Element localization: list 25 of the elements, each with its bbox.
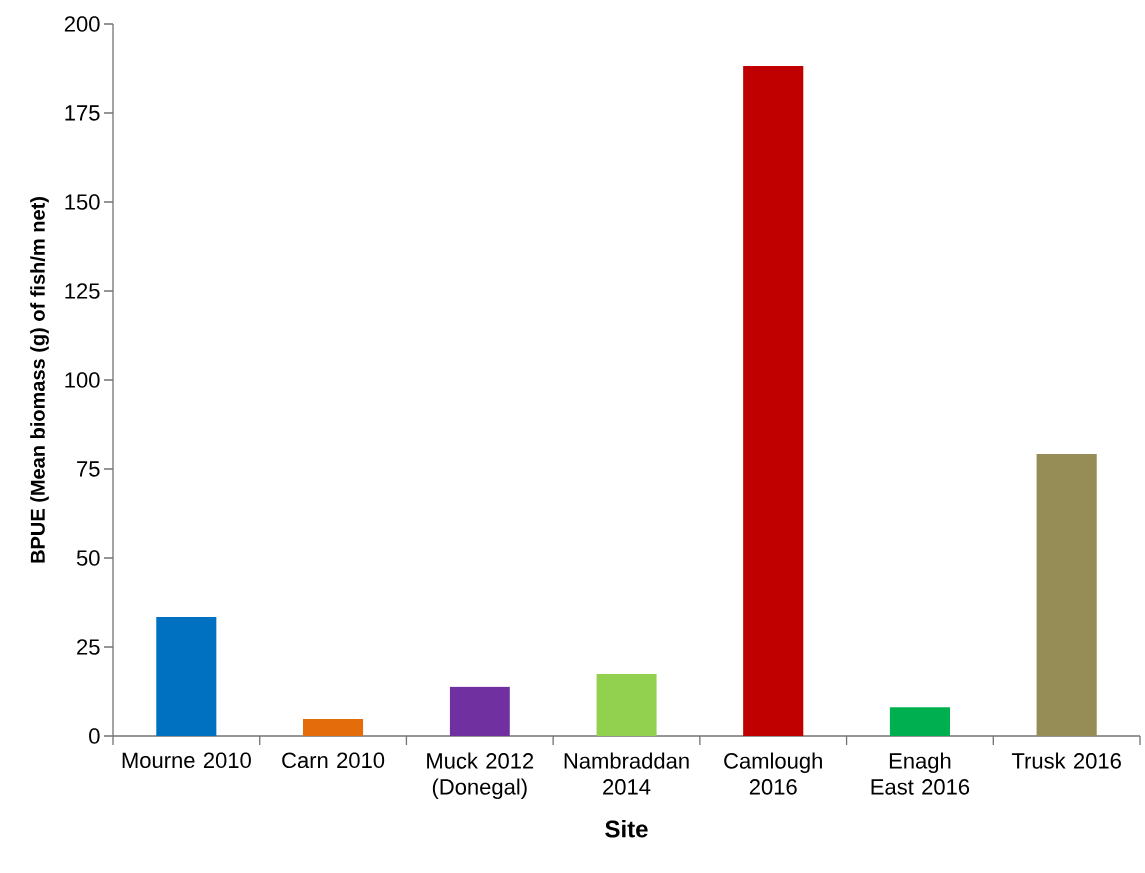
- bar: [889, 707, 951, 736]
- y-tick-label: 175: [65, 105, 100, 121]
- x-tick-label: Trusk 2016: [1011, 752, 1121, 769]
- x-tick-label: Camlough 2016: [724, 752, 822, 795]
- y-tick-label: 25: [77, 639, 100, 655]
- y-tick-label: 50: [76, 550, 100, 566]
- y-tick-label: 150: [65, 194, 100, 210]
- y-tick-label: 125: [65, 283, 100, 299]
- bar: [596, 674, 657, 736]
- x-tick-label: Mourne 2010: [122, 752, 251, 769]
- bar: [1036, 454, 1097, 736]
- y-tick-label: 75: [77, 461, 100, 477]
- y-axis-title: BPUE (Mean biomass (g) of fish/m net): [30, 197, 49, 563]
- x-tick-label: Enagh East 2016: [871, 752, 970, 795]
- bar: [743, 66, 804, 736]
- x-axis-title: Site: [605, 819, 648, 838]
- y-tick-label: 100: [65, 372, 100, 388]
- y-tick-label: 200: [64, 16, 100, 32]
- bar: [156, 617, 217, 736]
- bar: [449, 686, 510, 736]
- x-tick-label: Carn 2010: [282, 752, 385, 769]
- x-tick-label: Nambraddan 2014: [564, 752, 689, 795]
- y-tick-label: 0: [89, 728, 100, 744]
- x-tick-label: Muck 2012 (Donegal): [427, 752, 534, 800]
- bar: [303, 718, 364, 736]
